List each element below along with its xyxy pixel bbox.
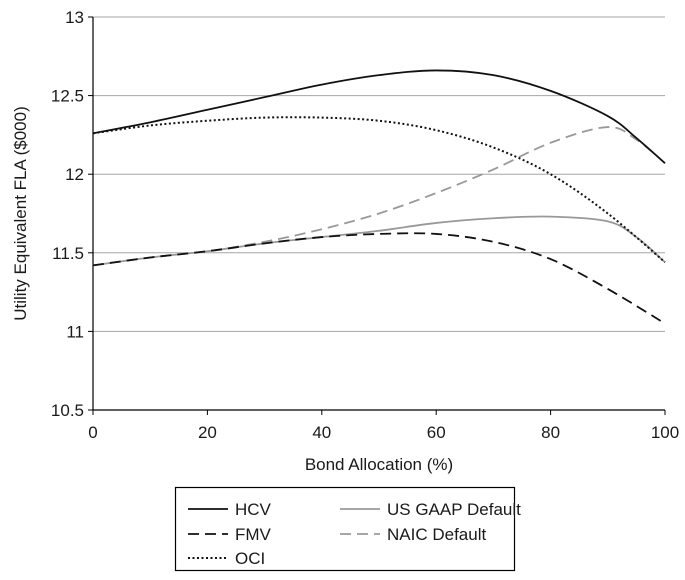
series-line-oci	[92, 116, 666, 263]
y-tick-label: 12.5	[51, 87, 84, 106]
series-lines	[92, 69, 666, 325]
legend-label-hcv: HCV	[235, 500, 272, 519]
y-tick-label: 11	[66, 322, 84, 341]
x-tick-label: 40	[312, 423, 331, 442]
legend: HCV FMV OCI US GAAP Default NAIC Default	[174, 486, 521, 572]
legend-label-fmv: FMV	[235, 525, 272, 544]
y-tick-labels: 10.5 11 11.5 12 12.5 13	[51, 8, 84, 420]
x-tick-label: 60	[427, 423, 446, 442]
x-tick-label: 100	[651, 423, 679, 442]
x-tick-label: 80	[541, 423, 560, 442]
y-tick-label: 13	[65, 8, 84, 27]
legend-box	[174, 486, 516, 572]
y-tick-label: 10.5	[51, 401, 84, 420]
x-tick-label: 20	[198, 423, 217, 442]
series-line-hcv	[92, 69, 666, 164]
gridlines	[93, 16, 665, 332]
legend-label-naic-default: NAIC Default	[387, 525, 486, 544]
legend-label-oci: OCI	[235, 549, 265, 568]
legend-label-us-gaap-default: US GAAP Default	[387, 500, 521, 519]
x-tick-label: 0	[88, 423, 97, 442]
axes	[88, 16, 666, 415]
x-axis-title: Bond Allocation (%)	[305, 455, 453, 474]
series-line-us-gaap-default	[92, 215, 666, 267]
y-axis-title: Utility Equivalent FLA ($000)	[11, 106, 30, 321]
y-tick-label: 12	[65, 165, 84, 184]
y-tick-label: 11.5	[52, 244, 84, 263]
x-tick-labels: 0 20 40 60 80 100	[88, 423, 679, 442]
series-line-fmv	[92, 232, 666, 325]
series-line-naic-default	[92, 126, 666, 267]
